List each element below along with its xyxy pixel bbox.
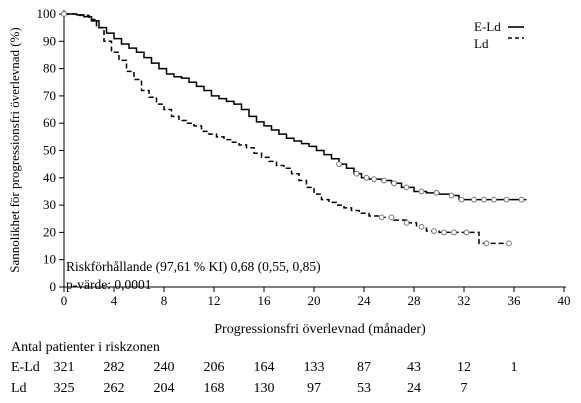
- x-tick-label: 24: [358, 293, 372, 308]
- censor-mark: [431, 228, 437, 234]
- risk-cell: 97: [307, 381, 321, 396]
- legend-label-e-ld: E-Ld: [474, 19, 501, 34]
- risk-table-title: Antal patienter i riskzonen: [11, 340, 160, 355]
- y-tick-label: 0: [50, 279, 57, 294]
- censor-mark: [418, 224, 425, 230]
- x-axis-label: Progressionsfri överlevnad (månader): [214, 322, 426, 337]
- censor-mark: [418, 188, 425, 195]
- y-tick-label: 100: [37, 6, 57, 21]
- censor-mark: [506, 240, 512, 247]
- censor-mark: [481, 196, 487, 203]
- censor-mark: [353, 170, 360, 177]
- risk-cell: 130: [253, 381, 275, 396]
- censor-mark: [371, 176, 377, 183]
- y-tick-label: 90: [43, 33, 56, 48]
- risk-cell: 168: [203, 381, 225, 396]
- censor-mark: [471, 196, 477, 203]
- risk-cell: 240: [153, 360, 175, 375]
- censor-marks: [61, 11, 525, 247]
- y-tick-label: 40: [43, 170, 56, 185]
- risk-cell: 7: [460, 381, 468, 396]
- risk-cell: 133: [303, 360, 325, 375]
- censor-mark: [458, 196, 465, 203]
- censor-mark: [388, 214, 395, 221]
- risk-cell: 204: [153, 381, 175, 396]
- censor-mark: [433, 189, 440, 196]
- series-lines: [64, 13, 527, 245]
- risk-cell: 206: [203, 360, 225, 375]
- risk-cell: 1: [510, 360, 518, 375]
- risk-cell: 87: [357, 360, 371, 375]
- y-tick-label: 80: [43, 61, 56, 76]
- risk-cell: 325: [53, 381, 75, 396]
- censor-mark: [381, 177, 387, 184]
- risk-row-label: E-Ld: [11, 360, 40, 375]
- censor-mark: [391, 180, 397, 187]
- x-tick-label: 4: [111, 293, 118, 308]
- censor-mark: [441, 229, 447, 236]
- x-tick-label: 32: [458, 293, 471, 308]
- x-tick-label: 28: [408, 293, 421, 308]
- censor-mark: [61, 11, 67, 17]
- censor-mark: [378, 214, 385, 221]
- censor-mark: [518, 196, 525, 203]
- risk-cell: 12: [457, 360, 471, 375]
- x-tick-label: 8: [161, 293, 168, 308]
- legend: E-Ld Ld: [474, 19, 524, 51]
- y-tick-label: 70: [43, 88, 56, 103]
- y-axis-label: Sannolikhet för progressionsfri överlevn…: [7, 27, 22, 273]
- legend-label-ld: Ld: [474, 36, 489, 51]
- risk-row-label: Ld: [11, 381, 27, 396]
- x-tick-label: 36: [508, 293, 522, 308]
- y-tick-label: 20: [43, 224, 56, 239]
- censor-mark: [448, 192, 455, 199]
- x-tick-label: 0: [61, 293, 68, 308]
- y-tick-label: 60: [43, 115, 56, 130]
- risk-cell: 282: [103, 360, 125, 375]
- censor-mark: [451, 229, 457, 236]
- y-tick-label: 50: [43, 143, 56, 158]
- censor-mark: [483, 240, 490, 247]
- censor-mark: [336, 161, 342, 168]
- tick-labels: 0 4 8 12 16 20 24 28 32 36 40 0 10 20 30 40 50 60 70 80 90 10…: [37, 6, 571, 308]
- x-tick-label: 16: [258, 293, 272, 308]
- risk-cell: 321: [53, 360, 75, 375]
- x-tick-label: 40: [558, 293, 571, 308]
- y-tick-label: 30: [43, 197, 56, 212]
- censor-mark: [403, 219, 410, 226]
- annotation-hazard-ratio: Riskförhållande (97,61 % KI) 0,68 (0,55,…: [66, 259, 321, 274]
- risk-cell: 53: [357, 381, 371, 396]
- censor-mark: [463, 229, 470, 236]
- chart-axes: [59, 10, 566, 292]
- x-tick-label: 12: [208, 293, 221, 308]
- risk-cell: 43: [407, 360, 421, 375]
- risk-cell: 24: [407, 381, 421, 396]
- y-tick-label: 10: [43, 252, 56, 267]
- censor-mark: [491, 196, 497, 203]
- censor-mark: [503, 196, 510, 203]
- series-line-e-ld: [64, 13, 527, 201]
- risk-cell: 164: [253, 360, 275, 375]
- censor-mark: [363, 174, 370, 181]
- risk-cell: 262: [103, 381, 125, 396]
- annotation-p-value: p-värde: 0,0001: [66, 277, 151, 292]
- x-tick-label: 20: [308, 293, 321, 308]
- censor-mark: [403, 184, 410, 191]
